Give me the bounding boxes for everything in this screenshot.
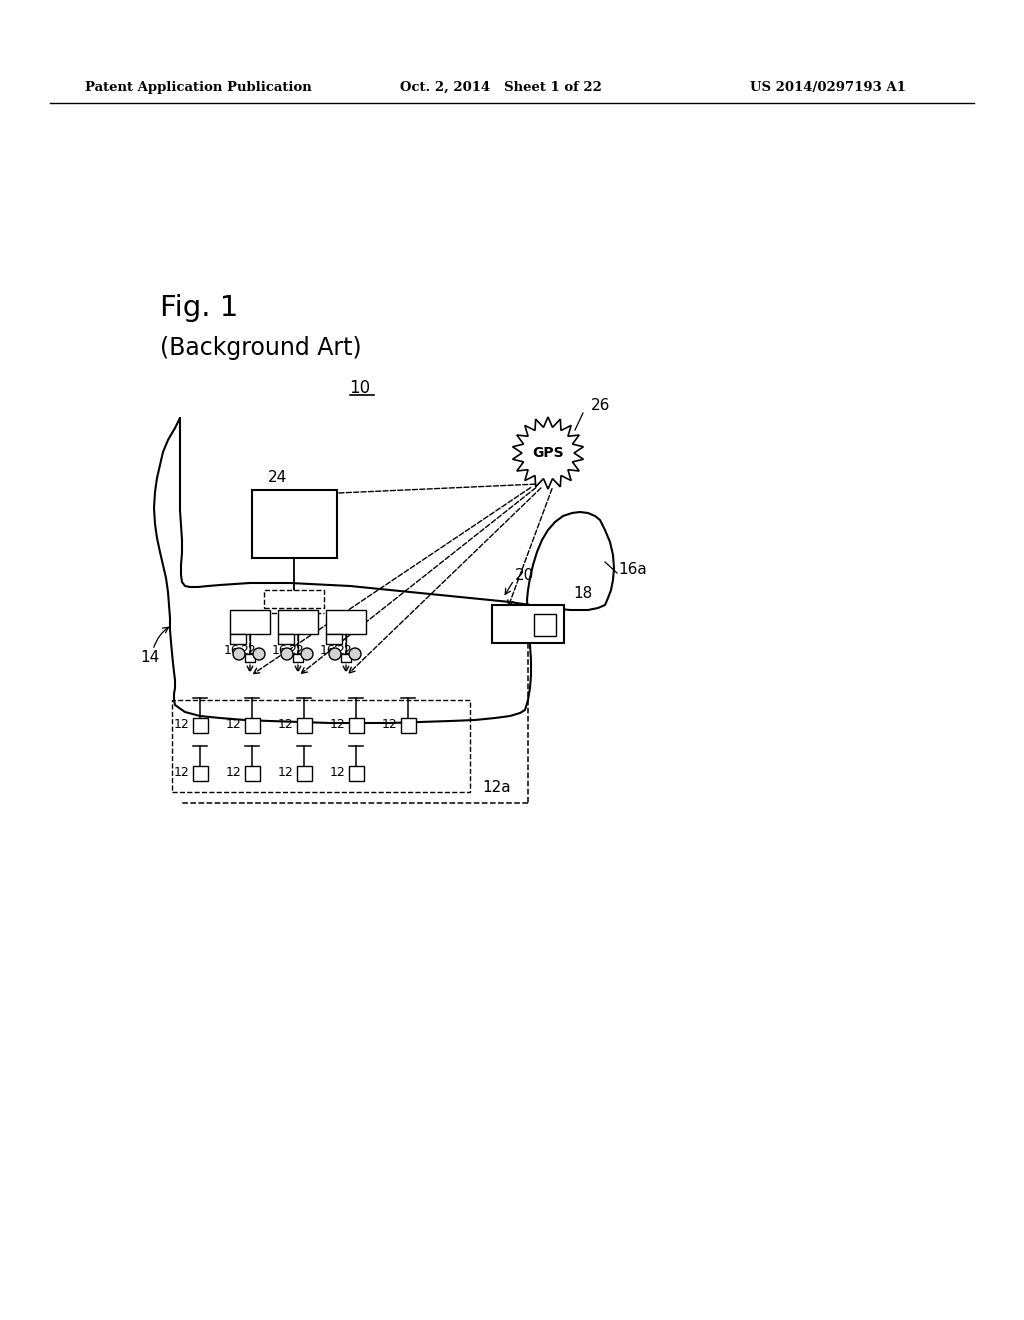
Bar xyxy=(193,718,208,733)
Text: 16: 16 xyxy=(272,644,288,656)
Bar xyxy=(278,634,294,644)
Circle shape xyxy=(253,648,265,660)
Bar xyxy=(297,718,312,733)
Text: 22: 22 xyxy=(288,644,304,656)
Text: Patent Application Publication: Patent Application Publication xyxy=(85,81,311,94)
Text: 26: 26 xyxy=(591,399,610,413)
Circle shape xyxy=(281,648,293,660)
Circle shape xyxy=(329,648,341,660)
Text: 12: 12 xyxy=(173,718,189,731)
Bar xyxy=(297,766,312,781)
Bar xyxy=(349,718,364,733)
Text: 24: 24 xyxy=(268,470,288,486)
Bar xyxy=(326,634,342,644)
Text: 14: 14 xyxy=(140,651,160,665)
Text: US 2014/0297193 A1: US 2014/0297193 A1 xyxy=(750,81,906,94)
Circle shape xyxy=(301,648,313,660)
Bar xyxy=(326,610,366,634)
Bar xyxy=(230,634,246,644)
Text: 16: 16 xyxy=(224,644,240,656)
Text: Oct. 2, 2014   Sheet 1 of 22: Oct. 2, 2014 Sheet 1 of 22 xyxy=(400,81,602,94)
Text: GPS: GPS xyxy=(532,446,564,459)
Text: 12: 12 xyxy=(225,767,241,780)
Bar xyxy=(264,590,324,609)
Text: 12a: 12a xyxy=(482,780,511,795)
Text: Fig. 1: Fig. 1 xyxy=(160,294,239,322)
Text: 16: 16 xyxy=(321,644,336,656)
Bar xyxy=(172,700,470,792)
Text: 12: 12 xyxy=(278,767,293,780)
Text: (Background Art): (Background Art) xyxy=(160,337,361,360)
Text: 12: 12 xyxy=(173,767,189,780)
Bar xyxy=(278,610,318,634)
Text: 18: 18 xyxy=(573,586,592,602)
Text: 20: 20 xyxy=(515,569,535,583)
Text: 12: 12 xyxy=(330,718,345,731)
Bar xyxy=(245,653,255,663)
Bar xyxy=(349,766,364,781)
Bar xyxy=(245,766,260,781)
Bar xyxy=(492,605,564,643)
Bar xyxy=(293,653,303,663)
Text: 22: 22 xyxy=(336,644,352,656)
Bar xyxy=(245,718,260,733)
Text: 12: 12 xyxy=(225,718,241,731)
Text: 10: 10 xyxy=(349,379,371,397)
Text: 22: 22 xyxy=(240,644,256,656)
Text: 12: 12 xyxy=(278,718,293,731)
Text: 12: 12 xyxy=(330,767,345,780)
Bar xyxy=(341,653,351,663)
Text: 12: 12 xyxy=(381,718,397,731)
Bar xyxy=(193,766,208,781)
Circle shape xyxy=(233,648,245,660)
Text: 16a: 16a xyxy=(618,562,647,578)
Polygon shape xyxy=(513,417,584,488)
Bar xyxy=(534,614,556,636)
Bar xyxy=(252,490,337,558)
Bar xyxy=(230,610,270,634)
Circle shape xyxy=(349,648,361,660)
Bar xyxy=(401,718,416,733)
